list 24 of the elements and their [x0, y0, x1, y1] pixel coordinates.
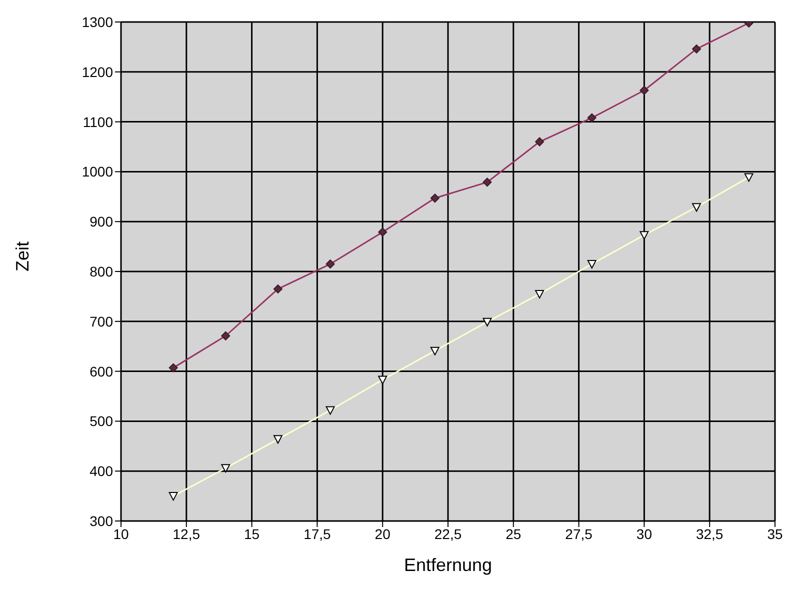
x-tick-label: 30 [636, 526, 652, 542]
y-tick-label: 800 [90, 263, 114, 280]
y-tick-label: 1000 [82, 164, 114, 180]
y-tick-label: 1300 [82, 14, 114, 30]
x-tick-label: 17,5 [304, 526, 332, 542]
y-tick-label: 500 [90, 413, 114, 430]
x-tick-label: 15 [244, 526, 260, 542]
y-tick-label: 300 [90, 512, 114, 529]
x-tick-label: 10 [113, 526, 129, 542]
y-tick-label: 1100 [82, 114, 114, 130]
y-tick-label: 900 [90, 214, 114, 230]
y-tick-label: 400 [90, 463, 114, 480]
y-axis-title: Zeit [12, 241, 32, 272]
x-tick-label: 25 [506, 526, 522, 542]
x-axis-title: Entfernung [404, 555, 492, 575]
x-tick-label: 22,5 [434, 526, 462, 542]
x-tick-label: 20 [374, 526, 391, 542]
x-tick-label: 27,5 [565, 526, 593, 542]
x-tick-label: 12,5 [172, 526, 200, 542]
y-tick-label: 1200 [82, 64, 114, 80]
x-tick-label: 32,5 [696, 526, 724, 542]
y-tick-label: 600 [90, 363, 114, 380]
y-tick-label: 700 [90, 313, 114, 330]
x-tick-label: 35 [767, 526, 783, 542]
